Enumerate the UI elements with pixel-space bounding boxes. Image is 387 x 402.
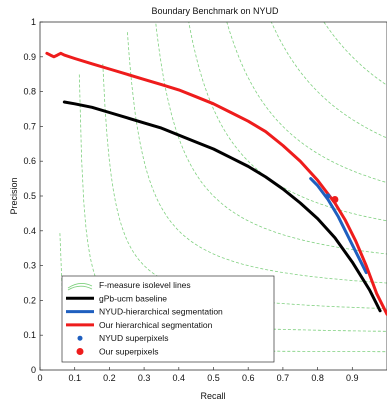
legend-swatch-isoline xyxy=(67,285,93,291)
legend-label: Our hierarchical segmentation xyxy=(99,320,213,330)
legend-swatch-point xyxy=(76,348,84,355)
legend-label: F-measure isolevel lines xyxy=(99,280,191,290)
legend: F-measure isolevel lines gPb-ucm baseline… xyxy=(61,275,275,363)
x-tick-label: 0.2 xyxy=(103,373,116,383)
legend-label: NYUD superpixels xyxy=(99,333,168,343)
chart-title: Boundary Benchmark on NYUD xyxy=(151,6,279,16)
isoline-7 xyxy=(226,22,387,183)
y-tick-label: 0.2 xyxy=(23,295,36,305)
x-tick-label: 0.1 xyxy=(68,373,81,383)
series-layer xyxy=(45,51,387,316)
tick-layer: 0 0.1 0.2 0.3 0.4 0.5 0.6 0.7 0.8 0.9 0 0.1 0.2 0.3 0.… xyxy=(23,17,358,383)
y-tick-label: 1 xyxy=(31,17,36,27)
series-point-5 xyxy=(331,196,339,203)
series-line-1 xyxy=(62,100,382,313)
series-line-3 xyxy=(45,51,387,316)
series-point-4 xyxy=(325,193,331,199)
y-tick-label: 0.9 xyxy=(23,52,36,62)
y-tick-label: 0.6 xyxy=(23,156,36,166)
isoline-3 xyxy=(102,63,387,309)
isoline-9 xyxy=(323,22,387,86)
legend-items: F-measure isolevel lines gPb-ucm baseline… xyxy=(66,280,223,357)
y-tick-label: 0.3 xyxy=(23,261,36,271)
isoline-5 xyxy=(155,22,387,255)
x-axis-label: Recall xyxy=(200,391,225,401)
y-axis-label: Precision xyxy=(9,177,19,214)
legend-label: gPb-ucm baseline xyxy=(99,293,167,303)
x-tick-label: 0.8 xyxy=(311,373,324,383)
y-tick-label: 0.5 xyxy=(23,191,36,201)
series-line-2 xyxy=(309,177,368,275)
x-tick-label: 0.5 xyxy=(207,373,220,383)
legend-label: NYUD-hierarchical segmentation xyxy=(99,307,223,317)
y-tick-label: 0.1 xyxy=(23,330,36,340)
x-tick-label: 0.9 xyxy=(346,373,359,383)
isoline-4 xyxy=(127,32,387,284)
isoline-8 xyxy=(270,22,387,139)
isoline-6 xyxy=(188,22,387,222)
y-tick-label: 0.8 xyxy=(23,87,36,97)
x-tick-label: 0 xyxy=(37,373,42,383)
y-tick-label: 0.7 xyxy=(23,121,36,131)
y-tick-label: 0.4 xyxy=(23,226,36,236)
legend-swatch-point xyxy=(77,335,83,341)
legend-label: Our superpixels xyxy=(99,347,159,357)
y-tick-label: 0 xyxy=(31,365,36,375)
x-tick-label: 0.7 xyxy=(277,373,290,383)
legend-swatch-isoline xyxy=(67,283,93,289)
legend-box xyxy=(61,275,275,363)
x-tick-label: 0.4 xyxy=(173,373,186,383)
x-tick-label: 0.6 xyxy=(242,373,255,383)
x-tick-label: 0.3 xyxy=(138,373,151,383)
